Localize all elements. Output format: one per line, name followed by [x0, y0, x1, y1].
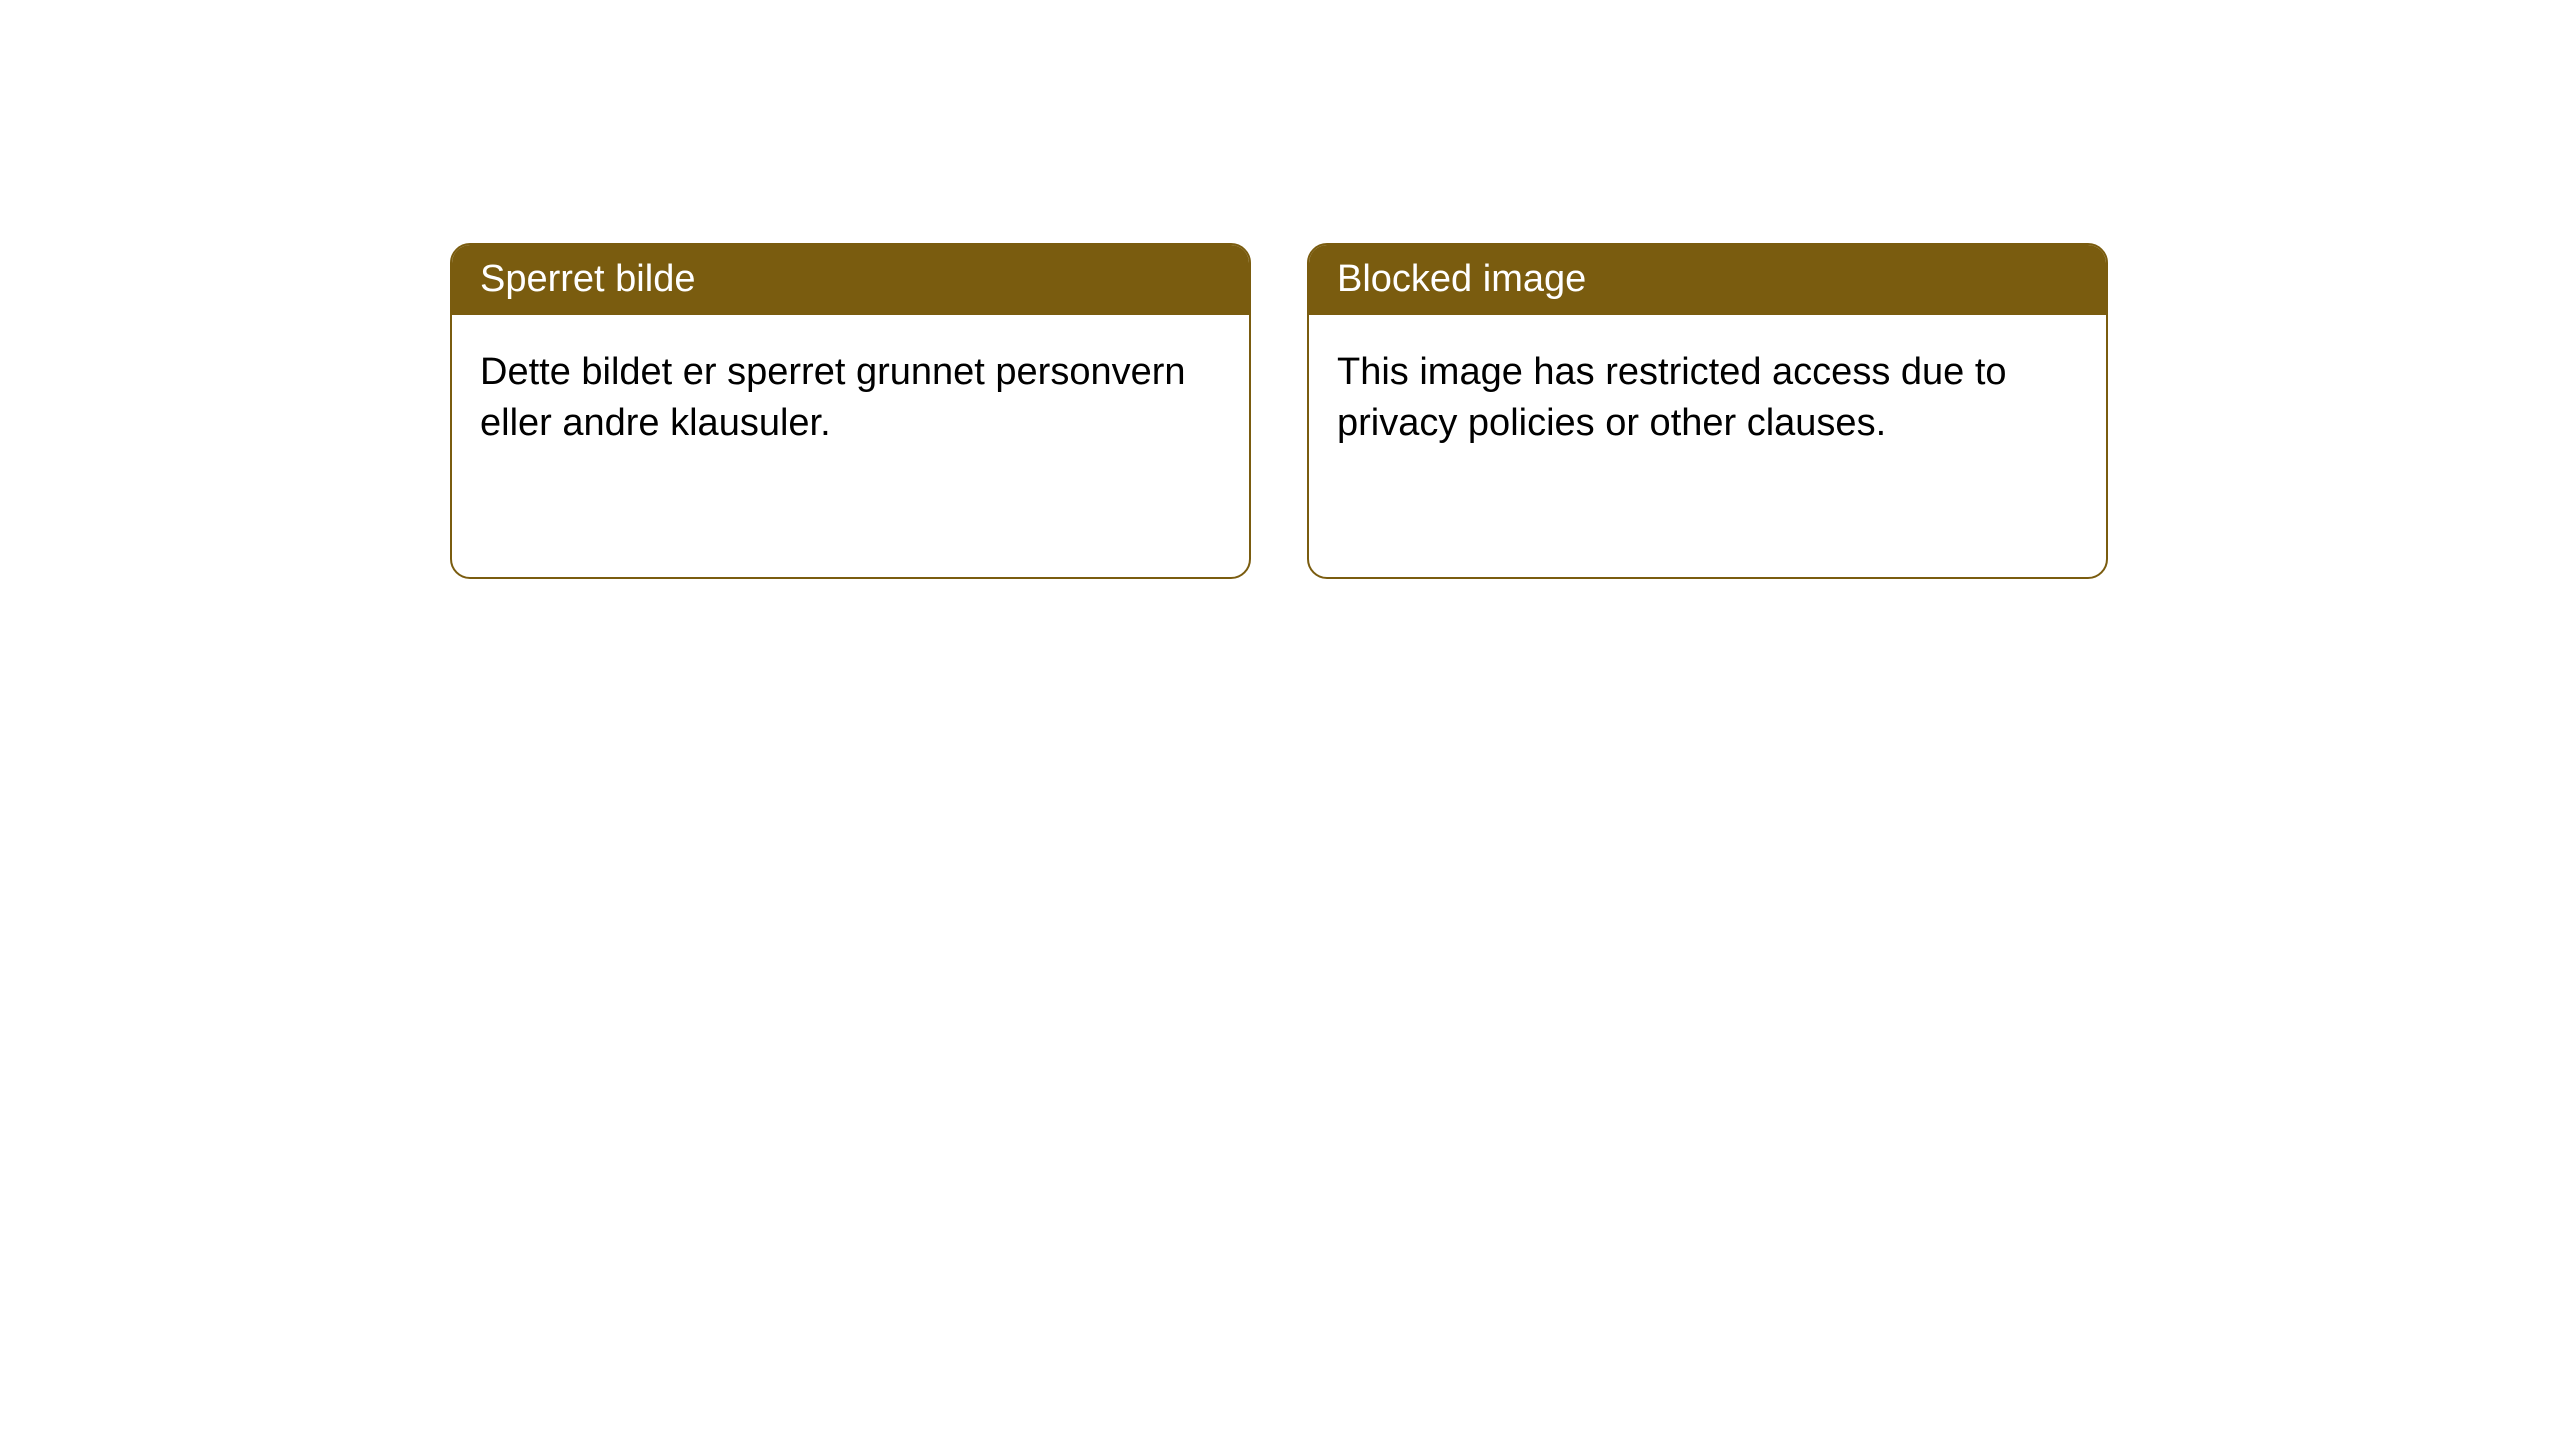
notice-text: This image has restricted access due to … — [1337, 351, 2007, 444]
notice-box-norwegian: Sperret bilde Dette bildet er sperret gr… — [450, 243, 1251, 579]
notice-title: Sperret bilde — [480, 258, 695, 300]
notice-body: This image has restricted access due to … — [1309, 315, 2106, 482]
notice-text: Dette bildet er sperret grunnet personve… — [480, 351, 1186, 444]
notice-box-english: Blocked image This image has restricted … — [1307, 243, 2108, 579]
notice-title: Blocked image — [1337, 258, 1586, 300]
notice-body: Dette bildet er sperret grunnet personve… — [452, 315, 1249, 482]
notice-container: Sperret bilde Dette bildet er sperret gr… — [0, 0, 2560, 579]
notice-header: Blocked image — [1309, 245, 2106, 315]
notice-header: Sperret bilde — [452, 245, 1249, 315]
